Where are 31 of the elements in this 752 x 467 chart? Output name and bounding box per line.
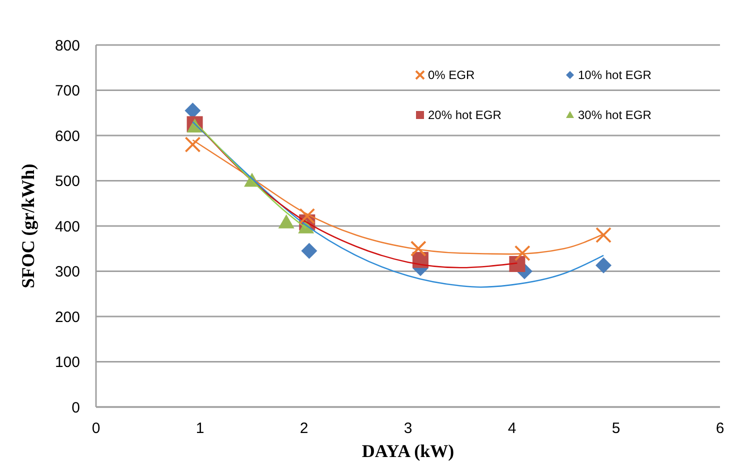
y-axis-title: SFOC (gr/kWh) xyxy=(18,164,38,288)
x-tick-label: 0 xyxy=(92,420,100,437)
x-tick-label: 6 xyxy=(716,420,724,437)
y-tick-label: 200 xyxy=(54,308,80,326)
y-tick-label: 500 xyxy=(54,173,80,190)
legend-label: 20% hot EGR xyxy=(428,108,502,122)
y-tick-label: 0 xyxy=(72,399,80,416)
legend-label: 30% hot EGR xyxy=(578,108,652,122)
y-tick-label: 100 xyxy=(54,354,80,371)
point xyxy=(278,214,294,228)
point xyxy=(184,136,201,153)
point xyxy=(299,208,316,224)
legend-label: 10% hot EGR xyxy=(578,68,652,82)
y-tick-label: 800 xyxy=(54,37,80,54)
y-tick-label: 300 xyxy=(54,264,80,280)
legend-label: 0% EGR xyxy=(428,68,476,82)
point xyxy=(301,242,318,259)
point xyxy=(514,245,530,262)
y-tick-label: 600 xyxy=(54,128,80,145)
point xyxy=(410,240,426,257)
point xyxy=(596,257,612,274)
x-tick-label: 5 xyxy=(612,420,620,437)
x-tick-label: 3 xyxy=(404,420,412,437)
point xyxy=(596,227,612,244)
x-tick-label: 1 xyxy=(196,420,204,437)
y-tick-label: 400 xyxy=(54,218,80,236)
point xyxy=(509,256,526,272)
x-tick-label: 2 xyxy=(300,420,308,437)
x-tick-label: 4 xyxy=(508,420,516,437)
x-axis-title: DAYA (kW) xyxy=(362,441,454,461)
y-tick-label: 700 xyxy=(54,82,80,100)
